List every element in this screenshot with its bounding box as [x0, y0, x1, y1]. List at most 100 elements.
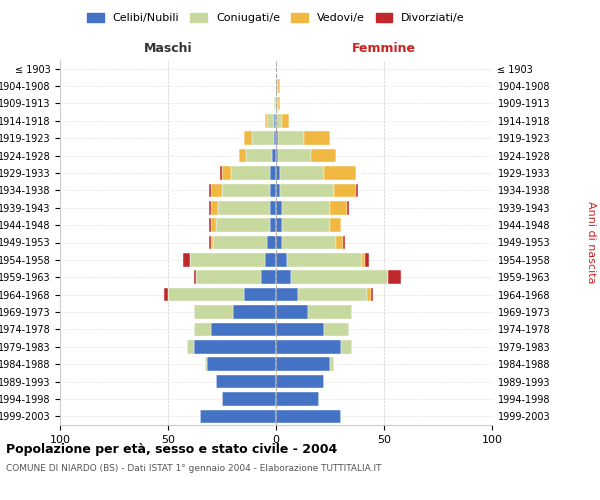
- Bar: [371, 288, 373, 302]
- Bar: [211, 236, 214, 250]
- Bar: [211, 218, 215, 232]
- Bar: [280, 166, 323, 180]
- Bar: [280, 184, 334, 197]
- Bar: [276, 358, 330, 371]
- Bar: [276, 218, 283, 232]
- Bar: [222, 166, 230, 180]
- Bar: [276, 184, 280, 197]
- Bar: [291, 270, 388, 284]
- Bar: [190, 253, 265, 266]
- Text: Femmine: Femmine: [352, 42, 416, 55]
- Bar: [278, 149, 311, 162]
- Bar: [268, 236, 276, 250]
- Bar: [330, 201, 347, 214]
- Bar: [196, 270, 261, 284]
- Legend: Celibi/Nubili, Coniugati/e, Vedovi/e, Divorziati/e: Celibi/Nubili, Coniugati/e, Vedovi/e, Di…: [83, 8, 469, 28]
- Text: Popolazione per età, sesso e stato civile - 2004: Popolazione per età, sesso e stato civil…: [6, 442, 337, 456]
- Bar: [194, 322, 211, 336]
- Bar: [187, 340, 194, 353]
- Bar: [276, 166, 280, 180]
- Bar: [276, 132, 278, 145]
- Bar: [278, 96, 280, 110]
- Bar: [194, 305, 233, 319]
- Bar: [218, 201, 269, 214]
- Bar: [298, 288, 367, 302]
- Bar: [276, 114, 283, 128]
- Bar: [278, 132, 304, 145]
- Bar: [276, 392, 319, 406]
- Bar: [330, 218, 341, 232]
- Bar: [268, 114, 274, 128]
- Bar: [164, 288, 168, 302]
- Bar: [168, 288, 244, 302]
- Bar: [230, 166, 269, 180]
- Bar: [272, 149, 276, 162]
- Bar: [215, 218, 269, 232]
- Bar: [194, 340, 276, 353]
- Bar: [283, 201, 330, 214]
- Bar: [265, 253, 276, 266]
- Bar: [276, 253, 287, 266]
- Bar: [276, 236, 283, 250]
- Bar: [276, 410, 341, 423]
- Bar: [343, 236, 345, 250]
- Bar: [211, 322, 276, 336]
- Bar: [214, 236, 268, 250]
- Bar: [183, 253, 190, 266]
- Bar: [194, 270, 196, 284]
- Bar: [276, 96, 278, 110]
- Bar: [244, 132, 252, 145]
- Bar: [209, 236, 211, 250]
- Bar: [276, 149, 278, 162]
- Bar: [209, 201, 211, 214]
- Bar: [269, 184, 276, 197]
- Bar: [215, 375, 276, 388]
- Bar: [261, 270, 276, 284]
- Bar: [274, 96, 276, 110]
- Bar: [283, 114, 289, 128]
- Bar: [265, 114, 268, 128]
- Bar: [276, 288, 298, 302]
- Bar: [347, 201, 349, 214]
- Bar: [304, 132, 330, 145]
- Bar: [211, 201, 218, 214]
- Text: Maschi: Maschi: [143, 42, 193, 55]
- Bar: [274, 132, 276, 145]
- Bar: [276, 322, 323, 336]
- Bar: [209, 184, 211, 197]
- Bar: [367, 288, 371, 302]
- Bar: [365, 253, 369, 266]
- Bar: [276, 340, 341, 353]
- Bar: [200, 410, 276, 423]
- Bar: [330, 358, 334, 371]
- Bar: [276, 201, 283, 214]
- Bar: [341, 340, 352, 353]
- Text: COMUNE DI NIARDO (BS) - Dati ISTAT 1° gennaio 2004 - Elaborazione TUTTITALIA.IT: COMUNE DI NIARDO (BS) - Dati ISTAT 1° ge…: [6, 464, 382, 473]
- Bar: [276, 305, 308, 319]
- Bar: [209, 218, 211, 232]
- Bar: [239, 149, 246, 162]
- Bar: [222, 184, 269, 197]
- Bar: [274, 114, 276, 128]
- Bar: [269, 218, 276, 232]
- Bar: [362, 253, 365, 266]
- Bar: [220, 166, 222, 180]
- Bar: [222, 392, 276, 406]
- Text: Anni di nascita: Anni di nascita: [586, 201, 596, 284]
- Bar: [246, 149, 272, 162]
- Bar: [311, 149, 337, 162]
- Bar: [276, 375, 323, 388]
- Bar: [207, 358, 276, 371]
- Bar: [388, 270, 401, 284]
- Bar: [287, 253, 362, 266]
- Bar: [356, 184, 358, 197]
- Bar: [269, 166, 276, 180]
- Bar: [323, 322, 349, 336]
- Bar: [283, 218, 330, 232]
- Bar: [337, 236, 343, 250]
- Bar: [278, 80, 280, 93]
- Bar: [252, 132, 274, 145]
- Bar: [276, 270, 291, 284]
- Bar: [276, 80, 278, 93]
- Bar: [323, 166, 356, 180]
